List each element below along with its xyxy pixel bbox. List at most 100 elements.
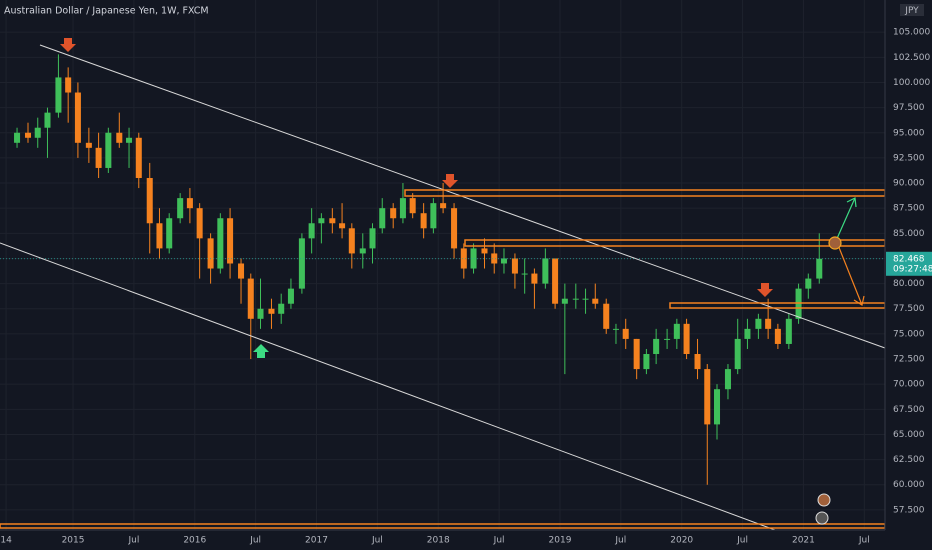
- candle-body: [247, 278, 254, 319]
- candle-body: [399, 198, 406, 219]
- arrow-head: [846, 197, 857, 208]
- grid: [0, 0, 885, 530]
- candle-body: [683, 323, 690, 355]
- up-arrow: [253, 344, 269, 358]
- y-tick-label: 57.500: [893, 505, 925, 515]
- candle-body: [603, 303, 610, 329]
- candle-body: [420, 213, 427, 229]
- candle-body: [612, 328, 619, 330]
- candle-body: [430, 203, 437, 229]
- candle-body: [542, 258, 549, 284]
- candle-body: [217, 218, 224, 269]
- x-tick-label: 2017: [305, 536, 328, 546]
- event-icon[interactable]: [817, 493, 831, 507]
- candle-body: [511, 258, 518, 274]
- candle-body: [186, 198, 193, 209]
- candle-body: [805, 278, 812, 289]
- candle-body: [704, 369, 711, 425]
- candle-body: [390, 208, 397, 219]
- candle-body: [278, 303, 285, 314]
- candle-body: [85, 142, 92, 148]
- y-tick-label: 80.000: [893, 279, 925, 289]
- candle-body: [257, 308, 264, 319]
- last-price: 82.468: [893, 254, 925, 264]
- y-tick-label: 65.000: [893, 430, 925, 440]
- candle-body: [521, 273, 528, 275]
- candle-body: [816, 258, 823, 279]
- x-tick-label: Jul: [736, 536, 748, 546]
- candle-body: [713, 389, 721, 425]
- candle-body: [339, 223, 346, 229]
- candle-body: [369, 228, 376, 249]
- candle-body: [744, 328, 751, 339]
- down-arrow: [442, 174, 458, 188]
- target-marker: [828, 236, 842, 250]
- x-tick-label: 14: [0, 536, 12, 546]
- candle-body: [785, 318, 792, 344]
- candle-body: [664, 338, 671, 340]
- candle-body: [329, 218, 336, 224]
- candle-body: [633, 338, 640, 370]
- candle-body: [207, 238, 214, 269]
- candle-body: [227, 218, 234, 264]
- y-tick-label: 62.500: [893, 455, 925, 465]
- candle-body: [14, 132, 21, 143]
- projection-arrow: [837, 244, 863, 306]
- candle-body: [166, 218, 173, 249]
- candle-body: [196, 208, 203, 239]
- chart-title: Australian Dollar / Japanese Yen, 1W, FX…: [4, 6, 209, 17]
- last-price-badge: [886, 251, 932, 276]
- x-tick-label: Jul: [614, 536, 626, 546]
- candle-body: [500, 258, 507, 264]
- candle-body: [451, 208, 458, 249]
- countdown: 09:27:48: [893, 264, 932, 274]
- candle-body: [105, 132, 112, 168]
- x-tick-label: Jul: [371, 536, 383, 546]
- candle-body: [755, 318, 762, 329]
- candle-body: [268, 308, 275, 314]
- candle-body: [95, 147, 102, 168]
- event-icon[interactable]: [815, 511, 829, 525]
- candle-body: [359, 248, 366, 254]
- x-tick-label: 2016: [183, 536, 206, 546]
- y-tick-label: 95.000: [893, 128, 925, 138]
- arrow-head: [853, 295, 865, 306]
- candle-body: [561, 298, 568, 304]
- candle-body: [673, 323, 680, 339]
- candle-body: [734, 338, 741, 370]
- trend-line: [0, 242, 776, 531]
- candle-body: [572, 298, 579, 300]
- down-arrow: [757, 283, 773, 297]
- y-tick-label: 92.500: [893, 153, 925, 163]
- candle-body: [238, 263, 245, 279]
- y-tick-label: 100.000: [893, 78, 930, 88]
- candle-body: [643, 354, 650, 370]
- candle-body: [470, 248, 477, 269]
- x-tick-label: 2021: [792, 536, 815, 546]
- candle-body: [379, 208, 386, 229]
- y-tick-label: 75.000: [893, 329, 925, 339]
- candle-body: [146, 178, 153, 224]
- y-tick-label: 67.500: [893, 405, 925, 415]
- x-tick-label: Jul: [249, 536, 261, 546]
- candle-body: [24, 132, 32, 138]
- y-tick-label: 60.000: [893, 480, 925, 490]
- candle-body: [308, 223, 315, 239]
- candle-body: [55, 77, 62, 113]
- x-tick-label: 2015: [62, 536, 85, 546]
- candle-body: [592, 298, 599, 304]
- x-tick-label: 2020: [670, 536, 693, 546]
- candle-body: [440, 203, 447, 209]
- candle-body: [531, 273, 538, 284]
- y-tick-label: 85.000: [893, 229, 925, 239]
- candle-body: [318, 218, 325, 224]
- candle-body: [622, 328, 629, 339]
- candle-body: [409, 198, 416, 214]
- x-tick-label: Jul: [493, 536, 505, 546]
- candle-body: [287, 288, 294, 304]
- down-arrow: [60, 38, 76, 52]
- y-tick-label: 87.500: [893, 204, 925, 214]
- candle-body: [774, 328, 781, 344]
